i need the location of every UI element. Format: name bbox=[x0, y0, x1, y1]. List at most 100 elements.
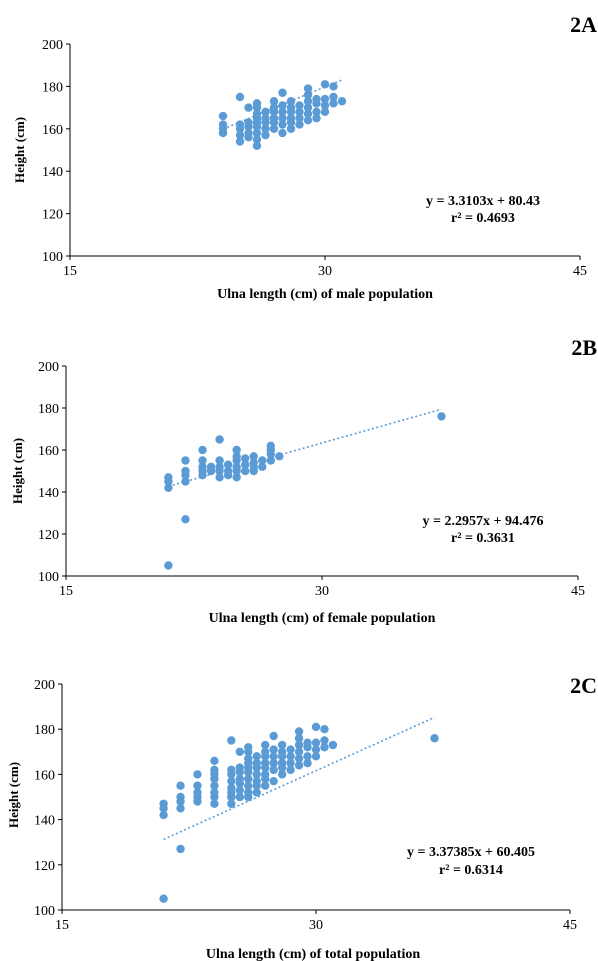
data-point bbox=[258, 462, 267, 471]
data-point bbox=[329, 82, 338, 91]
y-tick-label: 100 bbox=[38, 570, 59, 585]
y-tick-label: 140 bbox=[34, 814, 55, 829]
r-squared-label: r² = 0.3631 bbox=[451, 531, 515, 546]
data-point bbox=[303, 84, 313, 93]
data-point bbox=[244, 788, 253, 797]
data-point bbox=[269, 103, 279, 112]
data-point bbox=[244, 743, 253, 752]
data-point bbox=[337, 97, 347, 106]
trendline bbox=[163, 716, 435, 841]
x-axis-label: Ulna length (cm) of total population bbox=[206, 947, 421, 961]
data-point bbox=[235, 137, 245, 146]
panel-label: 2A bbox=[570, 12, 597, 37]
data-point bbox=[252, 99, 262, 108]
data-point bbox=[232, 462, 241, 471]
r-squared-label: r² = 0.4693 bbox=[451, 211, 515, 226]
data-point bbox=[303, 752, 312, 761]
data-point bbox=[311, 745, 321, 754]
data-point bbox=[275, 452, 284, 461]
data-point bbox=[252, 770, 261, 779]
data-point bbox=[278, 120, 287, 129]
data-point bbox=[252, 135, 262, 144]
data-point bbox=[198, 462, 207, 471]
y-tick-label: 120 bbox=[42, 208, 63, 223]
data-point bbox=[235, 92, 245, 102]
data-point bbox=[206, 462, 216, 471]
x-tick-label: 15 bbox=[55, 918, 69, 933]
data-point bbox=[235, 774, 244, 784]
data-point bbox=[303, 109, 313, 119]
data-point bbox=[269, 124, 279, 133]
x-tick-label: 30 bbox=[318, 264, 332, 279]
data-point bbox=[252, 776, 261, 786]
data-point bbox=[278, 128, 287, 138]
data-point bbox=[210, 756, 219, 766]
data-point bbox=[193, 770, 202, 779]
data-point bbox=[303, 97, 313, 106]
data-point bbox=[241, 454, 250, 463]
x-axis-label: Ulna length (cm) of female population bbox=[209, 611, 436, 626]
data-point bbox=[312, 94, 321, 104]
data-point bbox=[294, 747, 304, 756]
data-point bbox=[176, 804, 185, 813]
data-point bbox=[232, 452, 241, 461]
data-point bbox=[235, 120, 245, 129]
data-point bbox=[258, 456, 267, 465]
data-point bbox=[286, 114, 296, 123]
data-point bbox=[252, 788, 261, 797]
data-point bbox=[277, 770, 287, 779]
x-tick-label: 45 bbox=[571, 584, 585, 599]
y-tick-label: 160 bbox=[38, 444, 59, 459]
data-point bbox=[232, 473, 241, 482]
data-point bbox=[261, 124, 270, 133]
data-point bbox=[278, 107, 287, 117]
data-point bbox=[210, 781, 219, 790]
trendline-equation: y = 2.2957x + 94.476 bbox=[423, 514, 544, 529]
data-point bbox=[269, 731, 278, 741]
data-point bbox=[235, 792, 244, 802]
data-point bbox=[227, 776, 236, 786]
y-tick-label: 100 bbox=[34, 904, 55, 919]
data-point bbox=[227, 736, 236, 745]
data-point bbox=[215, 462, 224, 471]
data-point bbox=[159, 810, 168, 820]
data-point bbox=[277, 740, 287, 750]
trendline-equation: y = 3.3103x + 80.43 bbox=[426, 194, 540, 209]
data-point bbox=[210, 788, 219, 797]
data-point bbox=[244, 128, 253, 138]
data-point bbox=[328, 740, 338, 750]
data-point bbox=[261, 781, 270, 790]
data-point bbox=[218, 111, 228, 121]
data-point bbox=[277, 758, 287, 768]
data-point bbox=[181, 466, 190, 476]
data-point bbox=[295, 120, 304, 129]
data-point bbox=[269, 745, 278, 754]
data-point bbox=[164, 561, 173, 570]
data-point bbox=[295, 114, 304, 123]
data-point bbox=[227, 783, 236, 793]
y-axis-label: Height (cm) bbox=[6, 762, 21, 828]
data-point bbox=[235, 786, 244, 795]
data-point bbox=[261, 770, 270, 779]
data-point bbox=[286, 97, 296, 106]
data-point bbox=[312, 107, 321, 117]
data-point bbox=[269, 758, 278, 768]
data-point bbox=[303, 758, 312, 768]
data-point bbox=[176, 844, 185, 854]
chart-panel-2c: 2C Height (cm) Ulna length (cm) of total… bbox=[6, 673, 597, 961]
data-point bbox=[294, 761, 304, 770]
x-tick-label: 15 bbox=[59, 584, 73, 599]
data-point bbox=[235, 763, 244, 772]
data-point bbox=[269, 97, 279, 106]
data-point bbox=[303, 116, 313, 125]
data-point bbox=[269, 776, 278, 786]
data-point bbox=[159, 894, 168, 903]
data-point bbox=[218, 120, 228, 129]
data-point bbox=[311, 738, 321, 747]
y-tick-label: 180 bbox=[42, 80, 63, 95]
data-point bbox=[286, 752, 295, 761]
data-point bbox=[261, 114, 270, 123]
data-point bbox=[252, 141, 262, 150]
data-point bbox=[303, 738, 312, 747]
data-point bbox=[244, 118, 253, 127]
